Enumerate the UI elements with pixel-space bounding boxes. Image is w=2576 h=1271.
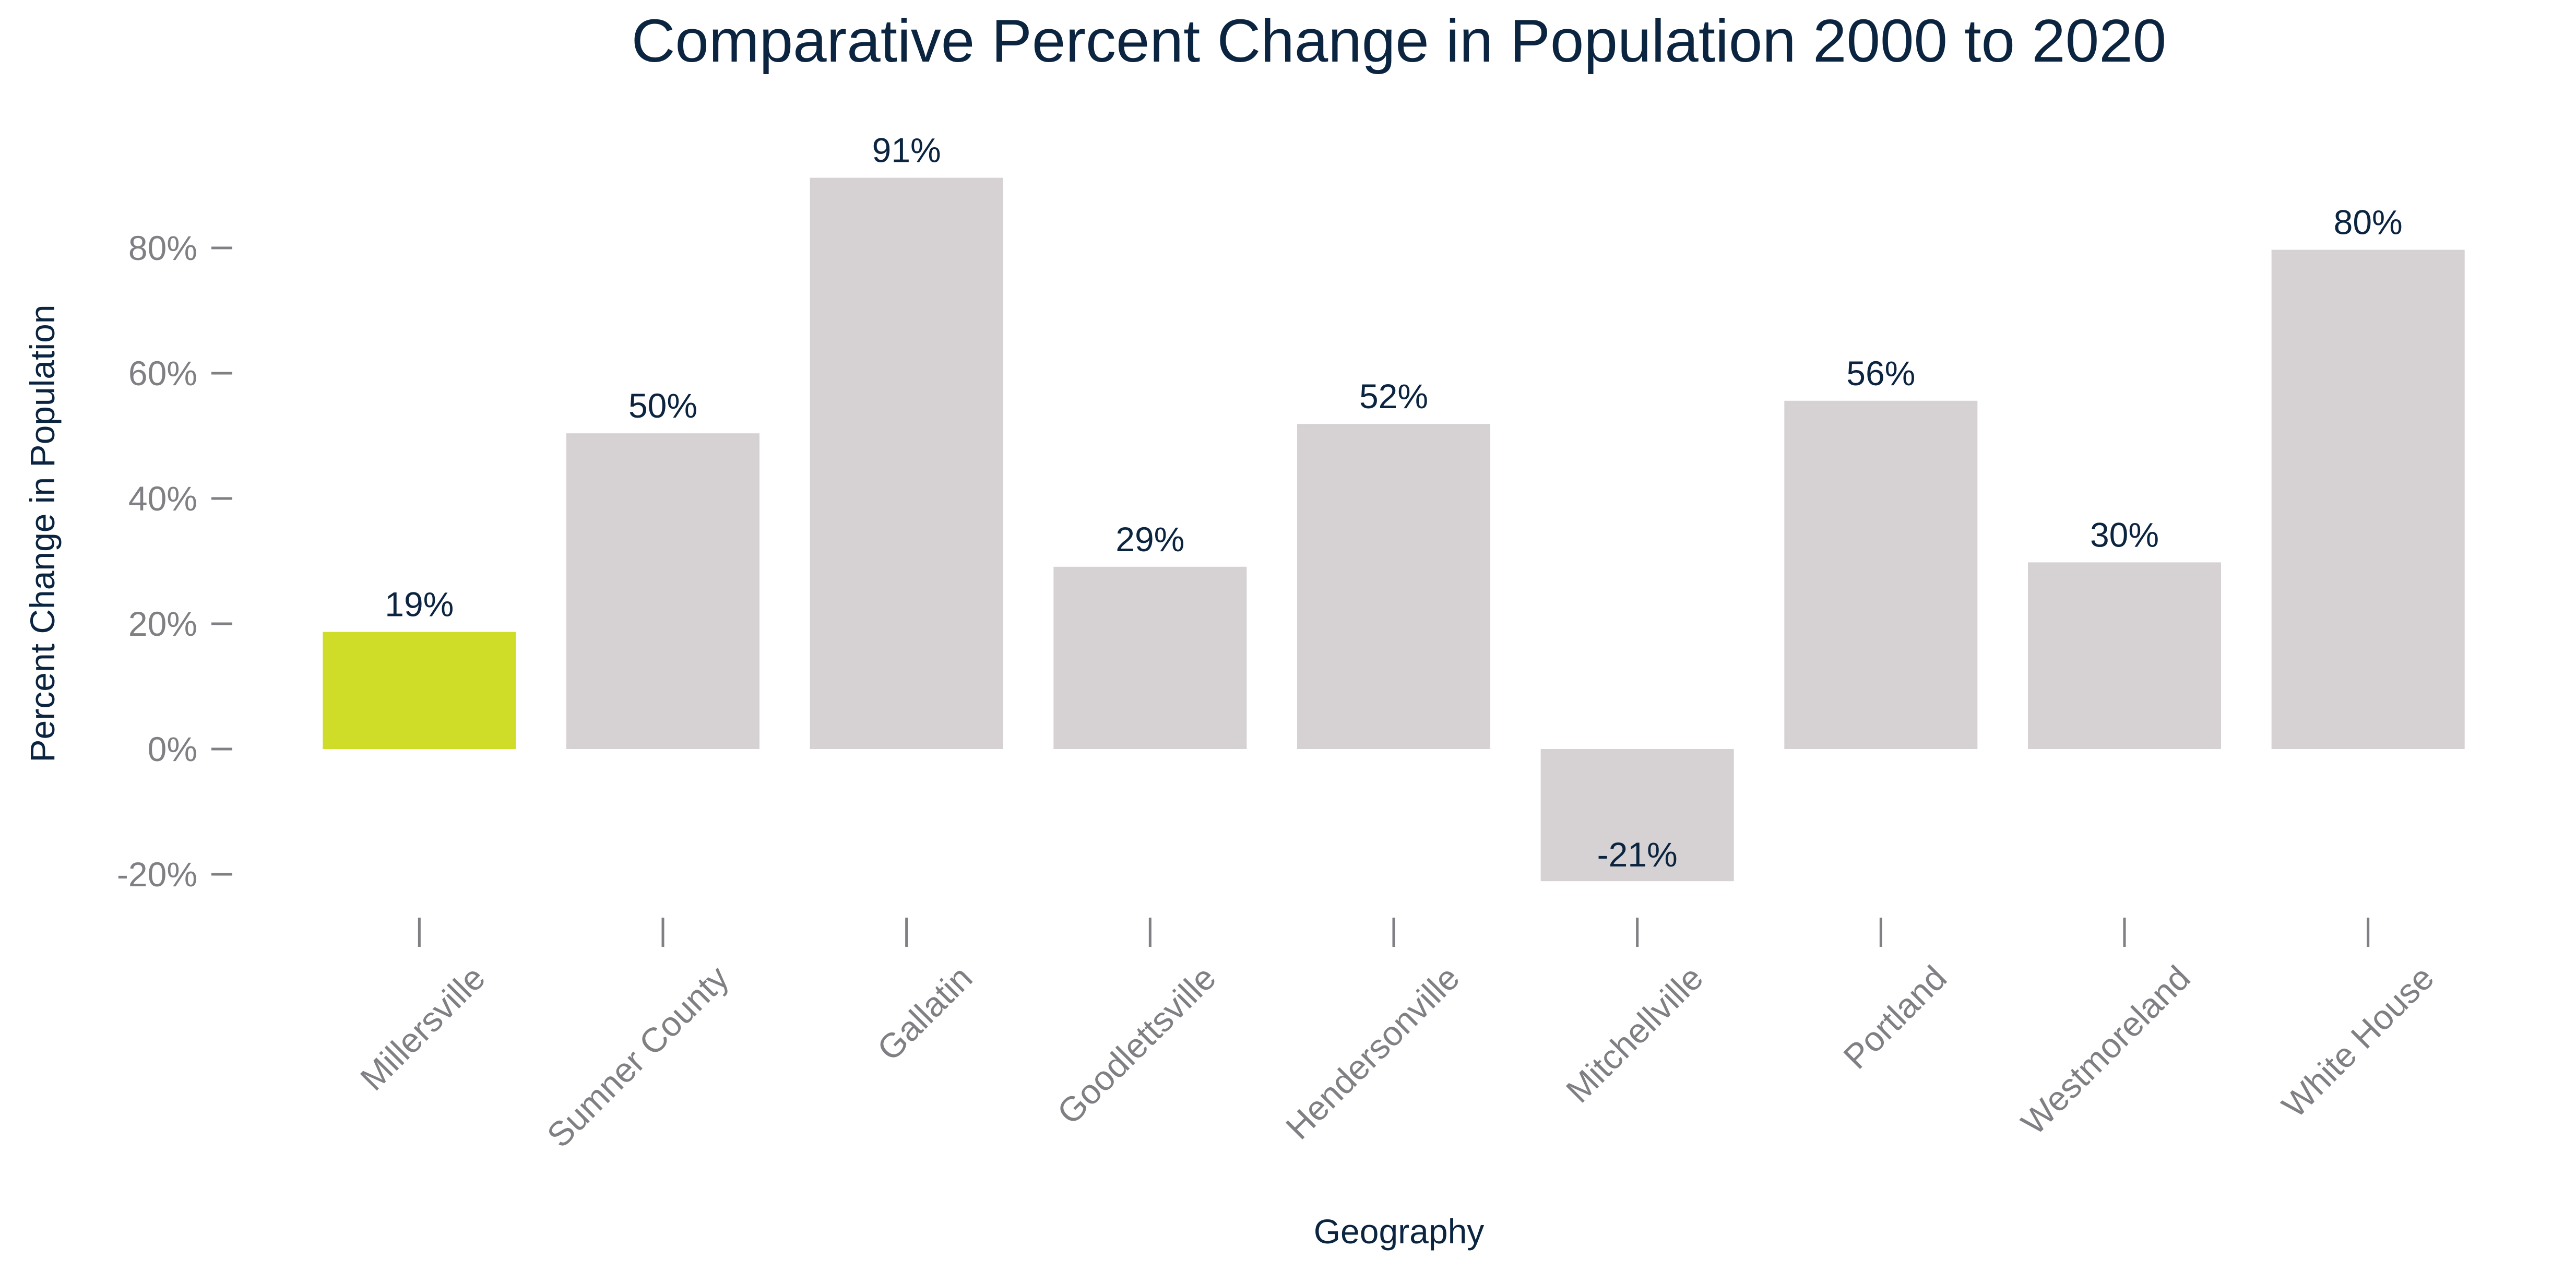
- x-tick-label: Sumner County: [539, 958, 736, 1155]
- bar-millersville: [323, 632, 516, 749]
- data-label: -21%: [1597, 835, 1678, 874]
- bar-goodlettsville: [1053, 566, 1247, 749]
- bar-mitchellville: [1540, 749, 1734, 882]
- x-tick-label: Portland: [1836, 958, 1954, 1076]
- y-tick-label: 20%: [128, 604, 197, 643]
- bar-portland: [1784, 400, 1978, 749]
- bar-gallatin: [810, 177, 1003, 750]
- data-label: 52%: [1359, 377, 1428, 415]
- x-tick-label: Gallatin: [870, 958, 980, 1068]
- data-label: 50%: [628, 386, 697, 425]
- y-tick-label: -20%: [117, 855, 197, 894]
- data-label: 91%: [872, 131, 941, 170]
- bar-hendersonville: [1297, 424, 1490, 749]
- data-label: 19%: [385, 585, 454, 624]
- data-label: 29%: [1115, 520, 1184, 559]
- y-axis: -20% 0% 20% 40% 60% 80%: [117, 229, 232, 894]
- x-tick-label: Mitchellville: [1559, 958, 1711, 1110]
- y-tick-label: 0%: [148, 730, 197, 768]
- data-label: 30%: [2090, 515, 2159, 554]
- bar-westmoreland: [2028, 562, 2221, 749]
- bar-white-house: [2271, 250, 2465, 750]
- x-axis-title: Geography: [1314, 1212, 1485, 1251]
- data-label: 80%: [2334, 203, 2403, 242]
- bars-group: 19% 50% 91% 29% 52% -21% 56% 30% 80%: [323, 131, 2465, 882]
- y-axis-title: Percent Change in Population: [23, 305, 62, 763]
- y-tick-label: 80%: [128, 229, 197, 267]
- bar-sumner-county: [566, 433, 759, 749]
- data-label: 56%: [1846, 354, 1915, 393]
- y-tick-label: 40%: [128, 479, 197, 518]
- x-tick-label: Goodlettsville: [1050, 958, 1223, 1132]
- x-tick-label: Hendersonville: [1278, 958, 1467, 1147]
- x-tick-label: White House: [2274, 958, 2441, 1125]
- chart-title: Comparative Percent Change in Population…: [632, 7, 2167, 75]
- x-axis: Millersville Sumner County Gallatin Goodlet…: [353, 918, 2441, 1155]
- x-tick-label: Millersville: [353, 958, 493, 1098]
- x-tick-label: Westmoreland: [2014, 958, 2198, 1142]
- y-tick-label: 60%: [128, 354, 197, 393]
